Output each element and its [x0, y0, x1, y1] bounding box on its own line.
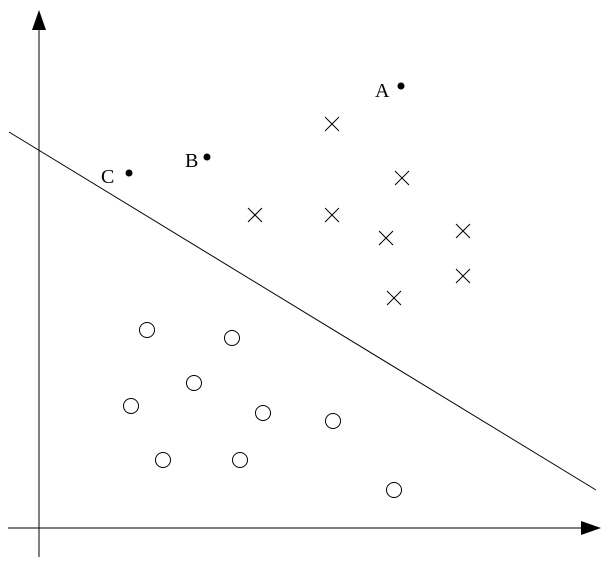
cross-marker: [455, 268, 471, 284]
x-axis-arrowhead: [581, 521, 601, 535]
point-c-label: C: [101, 166, 114, 188]
decision-boundary: [8, 131, 597, 491]
cross-marker: [247, 207, 263, 223]
circle-marker: [386, 482, 402, 498]
point-b-dot: [203, 153, 211, 161]
circle-marker: [232, 452, 248, 468]
point-a-dot: [397, 82, 405, 90]
circle-marker: [325, 413, 341, 429]
cross-marker: [455, 223, 471, 239]
cross-marker: [386, 290, 402, 306]
circle-marker: [186, 375, 202, 391]
y-axis-arrowhead: [32, 10, 46, 30]
circle-marker: [224, 330, 240, 346]
circle-marker: [155, 452, 171, 468]
point-b-label: B: [185, 150, 198, 172]
circle-marker: [123, 398, 139, 414]
cross-marker: [324, 116, 340, 132]
point-c-dot: [125, 169, 133, 177]
circle-marker: [255, 405, 271, 421]
point-a-label: A: [375, 80, 390, 102]
circle-marker: [139, 322, 155, 338]
cross-marker: [378, 230, 394, 246]
cross-marker: [324, 207, 340, 223]
cross-marker: [394, 170, 410, 186]
